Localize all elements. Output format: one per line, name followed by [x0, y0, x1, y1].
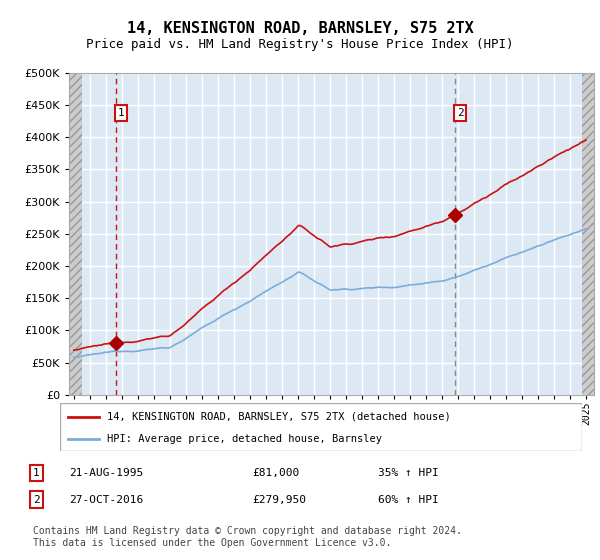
Text: 2: 2 [457, 108, 464, 118]
Text: 14, KENSINGTON ROAD, BARNSLEY, S75 2TX (detached house): 14, KENSINGTON ROAD, BARNSLEY, S75 2TX (… [107, 412, 451, 422]
Text: 14, KENSINGTON ROAD, BARNSLEY, S75 2TX: 14, KENSINGTON ROAD, BARNSLEY, S75 2TX [127, 21, 473, 36]
Text: HPI: Average price, detached house, Barnsley: HPI: Average price, detached house, Barn… [107, 434, 382, 444]
Text: £81,000: £81,000 [252, 468, 299, 478]
FancyBboxPatch shape [60, 403, 582, 451]
Text: Contains HM Land Registry data © Crown copyright and database right 2024.
This d: Contains HM Land Registry data © Crown c… [33, 526, 462, 548]
Text: Price paid vs. HM Land Registry's House Price Index (HPI): Price paid vs. HM Land Registry's House … [86, 38, 514, 51]
Text: 60% ↑ HPI: 60% ↑ HPI [378, 494, 439, 505]
Text: 1: 1 [118, 108, 124, 118]
Text: 27-OCT-2016: 27-OCT-2016 [69, 494, 143, 505]
Bar [582, 73, 594, 395]
Bar [69, 73, 82, 395]
Text: 21-AUG-1995: 21-AUG-1995 [69, 468, 143, 478]
Text: 1: 1 [33, 468, 40, 478]
Text: £279,950: £279,950 [252, 494, 306, 505]
Text: 35% ↑ HPI: 35% ↑ HPI [378, 468, 439, 478]
Text: 2: 2 [33, 494, 40, 505]
